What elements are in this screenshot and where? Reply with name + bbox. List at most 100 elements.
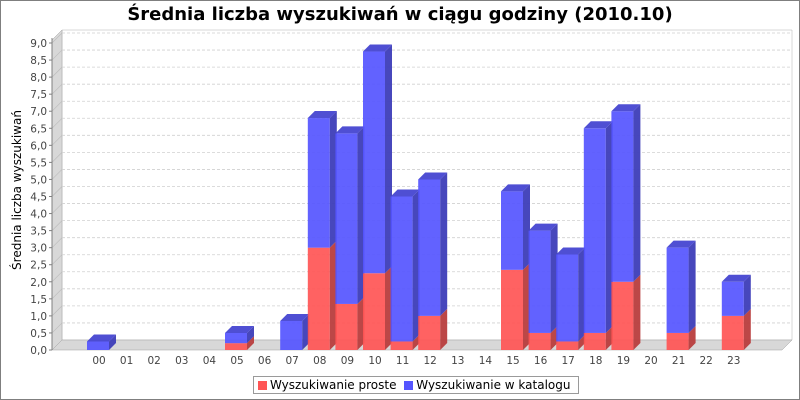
y-tick-label: 7,5	[30, 89, 47, 101]
bar-katalogu-21-side	[688, 240, 696, 333]
bar-katalogu-19-top	[611, 104, 641, 112]
bar-katalogu-07	[280, 321, 303, 350]
y-tick-label: 0,5	[30, 328, 47, 340]
bar-katalogu-10-top	[363, 44, 392, 52]
y-tick-label: 6,0	[30, 140, 47, 152]
x-tick-label: 05	[230, 355, 243, 367]
y-tick-label: 1,0	[30, 311, 47, 323]
wall-gridline	[51, 66, 63, 78]
bar-proste-11	[390, 341, 413, 350]
bar-proste-05-side	[247, 336, 254, 350]
bar-katalogu-10-side	[385, 44, 392, 274]
wall-gridline	[51, 186, 63, 197]
bar-katalogu-18-side	[605, 121, 613, 333]
bar-katalogu-16-top	[528, 223, 558, 231]
bar-katalogu-23-top	[721, 274, 751, 282]
legend-item-katalogu: Wyszukiwanie w katalogu	[404, 378, 570, 392]
wall-gridline	[51, 83, 63, 95]
wall-gridline	[51, 203, 63, 214]
bar-proste-10-side	[385, 266, 392, 350]
bar-katalogu-23-side	[743, 274, 751, 316]
bar-katalogu-12	[418, 179, 441, 316]
x-tick-label: 07	[286, 355, 299, 367]
bar-katalogu-15-side	[523, 184, 530, 270]
x-tick-label: 03	[175, 355, 188, 367]
bar-katalogu-15	[501, 191, 523, 270]
bar-katalogu-12-side	[440, 172, 448, 316]
x-tick-label: 20	[644, 355, 657, 367]
bar-proste-17	[556, 341, 579, 350]
bar-katalogu-10	[363, 51, 385, 274]
legend-label-proste: Wyszukiwanie proste	[270, 378, 397, 392]
y-tick-label: 5,0	[30, 174, 47, 186]
bar-katalogu-00-side	[109, 334, 116, 350]
y-tick-label: 0,0	[30, 345, 47, 357]
y-tick-label: 2,0	[30, 277, 47, 289]
bar-katalogu-12-top	[418, 172, 448, 180]
x-tick-label: 14	[479, 355, 493, 367]
legend-label-katalogu: Wyszukiwanie w katalogu	[416, 378, 571, 392]
bar-katalogu-17-top	[556, 247, 586, 255]
bar-katalogu-07-top	[280, 314, 310, 322]
wall-gridline	[51, 101, 63, 112]
x-tick-label: 19	[617, 355, 630, 367]
bar-katalogu-16	[528, 230, 551, 333]
bar-katalogu-05-top	[225, 325, 254, 333]
x-tick-label: 10	[368, 355, 381, 367]
bar-katalogu-09	[335, 133, 358, 304]
bar-proste-21-side	[688, 325, 696, 350]
x-tick-label: 06	[258, 355, 272, 367]
x-tick-label: 17	[562, 355, 575, 367]
x-tick-label: 02	[148, 355, 161, 367]
y-tick-label: 8,5	[30, 55, 47, 67]
wall-gridline	[51, 135, 63, 146]
bar-katalogu-11	[390, 196, 413, 342]
bar-proste-12-side	[440, 308, 448, 350]
bar-proste-11-side	[412, 334, 420, 350]
bar-proste-15-side	[523, 262, 530, 350]
legend-swatch-proste	[258, 381, 267, 390]
bar-katalogu-09-side	[357, 126, 365, 304]
wall-gridline	[51, 288, 63, 300]
bar-katalogu-17-side	[578, 247, 586, 342]
y-tick-label: 1,5	[30, 294, 47, 306]
bar-proste-18-side	[605, 325, 613, 350]
bar-proste-08	[307, 247, 330, 350]
bar-katalogu-07-side	[302, 314, 310, 350]
wall-gridline	[51, 169, 63, 180]
y-tick-label: 7,0	[30, 106, 47, 118]
bar-proste-15	[501, 269, 523, 350]
bar-proste-19	[611, 281, 634, 350]
wall-gridline	[51, 49, 63, 61]
bar-katalogu-08-side	[329, 111, 337, 248]
bar-katalogu-17	[556, 254, 579, 342]
bar-katalogu-21	[666, 247, 689, 333]
bar-proste-05	[225, 343, 247, 350]
x-tick-label: 22	[700, 355, 713, 367]
x-tick-label: 21	[672, 355, 685, 367]
bar-katalogu-05	[225, 332, 247, 344]
bar-proste-17-side	[578, 334, 586, 350]
bar-proste-23	[721, 315, 744, 350]
bar-katalogu-18-top	[583, 121, 613, 129]
y-tick-label: 4,0	[30, 209, 47, 221]
bar-katalogu-00	[87, 341, 109, 350]
wall-gridline	[51, 305, 63, 317]
wall-gridline	[51, 254, 63, 265]
bar-katalogu-08-top	[307, 111, 337, 119]
wall-gridline	[51, 237, 63, 248]
legend-swatch-katalogu	[404, 381, 414, 390]
bar-katalogu-09-top	[335, 126, 365, 134]
x-tick-label: 23	[727, 355, 740, 367]
bar-katalogu-16-side	[550, 223, 558, 333]
bar-katalogu-00-top	[87, 334, 116, 342]
bar-proste-08-side	[329, 240, 337, 350]
x-tick-label: 04	[203, 355, 217, 367]
x-tick-label: 11	[396, 355, 409, 367]
bar-proste-10	[363, 273, 385, 350]
x-tick-label: 18	[589, 355, 602, 367]
bar-proste-09	[335, 303, 358, 350]
legend: Wyszukiwanie proste Wyszukiwanie w katal…	[253, 376, 580, 394]
bar-proste-19-side	[633, 274, 641, 350]
